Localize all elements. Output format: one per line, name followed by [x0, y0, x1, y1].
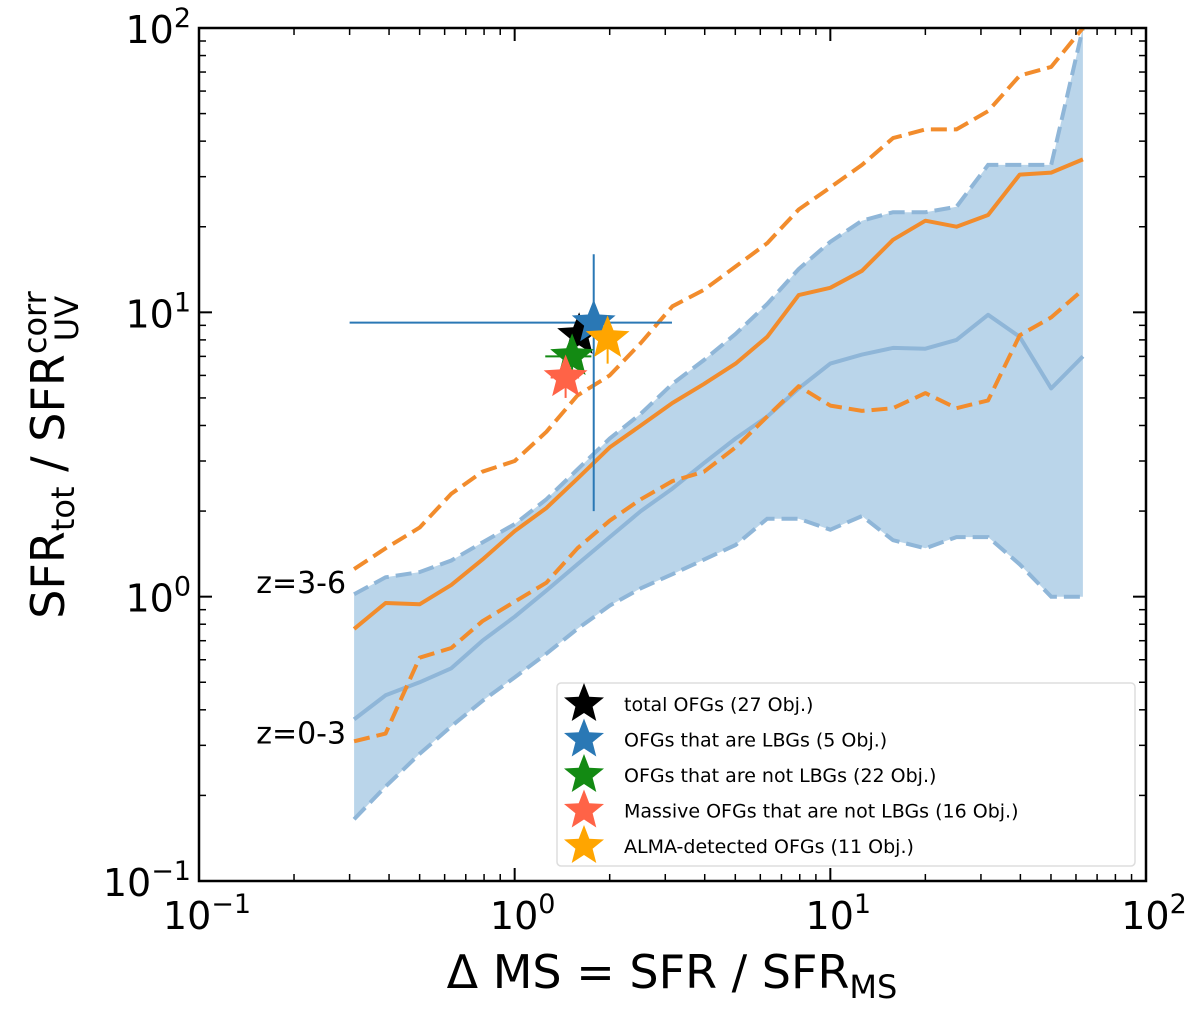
x-tick-label-1: 100 [490, 889, 556, 938]
star-marker-0 [557, 312, 601, 354]
y-axis-label: SFRtot / SFRcorrUV [16, 290, 86, 618]
legend-label-4: ALMA-detected OFGs (11 Obj.) [624, 836, 914, 858]
y-tick-label-2-exponent: 1 [174, 287, 191, 318]
series-line-2 [352, 26, 1085, 571]
x-tick-label-2: 101 [806, 889, 872, 938]
legend-marker-3 [564, 789, 604, 828]
x-tick-label-0-base: 10 [163, 894, 211, 938]
y-tick-label-3-base: 10 [125, 8, 173, 52]
legend-marker-1 [564, 718, 604, 757]
legend-label-2: OFGs that are not LBGs (22 Obj.) [624, 765, 936, 787]
y-axis-label-sub-uv: UV [48, 296, 86, 341]
star-marker-4 [585, 315, 630, 357]
y-tick-label-0-base: 10 [103, 861, 151, 905]
x-tick-label-3: 102 [1121, 889, 1187, 938]
y-axis-label-sup-corr: corr [16, 290, 54, 354]
x-tick-label-3-exponent: 2 [1170, 889, 1187, 920]
y-axis-label-sub-tot: tot [44, 487, 82, 532]
legend-marker-2 [564, 754, 604, 792]
band-lower-edge [352, 513, 1083, 821]
annotation-0: z=3-6 [256, 566, 346, 601]
legend-label-3: Massive OFGs that are not LBGs (16 Obj.) [624, 801, 1019, 823]
x-tick-label-3-base: 10 [1121, 894, 1169, 938]
axis-labels: Δ MS = SFR / SFRMS SFRtot / SFRcorrUV [16, 290, 897, 1006]
x-tick-label-1-exponent: 0 [538, 889, 555, 920]
star-marker-1 [571, 299, 616, 342]
y-tick-label-0: 10−1 [103, 856, 191, 905]
series-line-3 [353, 288, 1085, 744]
band-fill [354, 28, 1083, 820]
x-tick-label-1-base: 10 [490, 894, 538, 938]
legend-marker-0 [564, 683, 604, 721]
y-axis-label-mid: / SFR [21, 354, 75, 486]
x-axis-label-main: Δ MS = SFR / SFR [447, 945, 850, 999]
x-tick-label-0: 10−1 [163, 889, 251, 938]
band-upper-edge [353, 27, 1085, 596]
x-axis-label: Δ MS = SFR / SFRMS [447, 945, 898, 1006]
star-marker-2 [550, 333, 594, 375]
y-tick-label-3: 102 [125, 3, 191, 52]
y-tick-label-2: 101 [125, 287, 191, 336]
legend-marker-4 [564, 825, 604, 863]
y-tick-label-0-exponent: −1 [151, 856, 191, 887]
legend-label-0: total OFGs (27 Obj.) [624, 694, 813, 716]
x-tick-label-2-base: 10 [806, 894, 854, 938]
y-tick-label-1: 100 [125, 572, 191, 621]
x-axis-label-subscript: MS [849, 968, 897, 1006]
star-marker-3 [543, 354, 588, 397]
legend-frame [556, 682, 1136, 867]
y-axis-label-main: SFR [21, 531, 75, 619]
series-line-1 [352, 157, 1084, 631]
y-tick-label-1-base: 10 [125, 577, 173, 621]
y-tick-label-2-base: 10 [125, 292, 173, 336]
y-tick-label-1-exponent: 0 [174, 572, 191, 603]
series-line-0 [352, 312, 1085, 721]
x-tick-label-2-exponent: 1 [854, 889, 871, 920]
plot-area: z=3-6 z=0-3 [256, 26, 1085, 821]
y-tick-label-3-exponent: 2 [174, 3, 191, 34]
legend: total OFGs (27 Obj.) OFGs that are LBGs (… [556, 682, 1136, 867]
x-tick-label-0-exponent: −1 [211, 889, 251, 920]
axes-frame [197, 26, 1148, 883]
legend-label-1: OFGs that are LBGs (5 Obj.) [624, 730, 887, 752]
annotation-1: z=0-3 [256, 716, 346, 751]
